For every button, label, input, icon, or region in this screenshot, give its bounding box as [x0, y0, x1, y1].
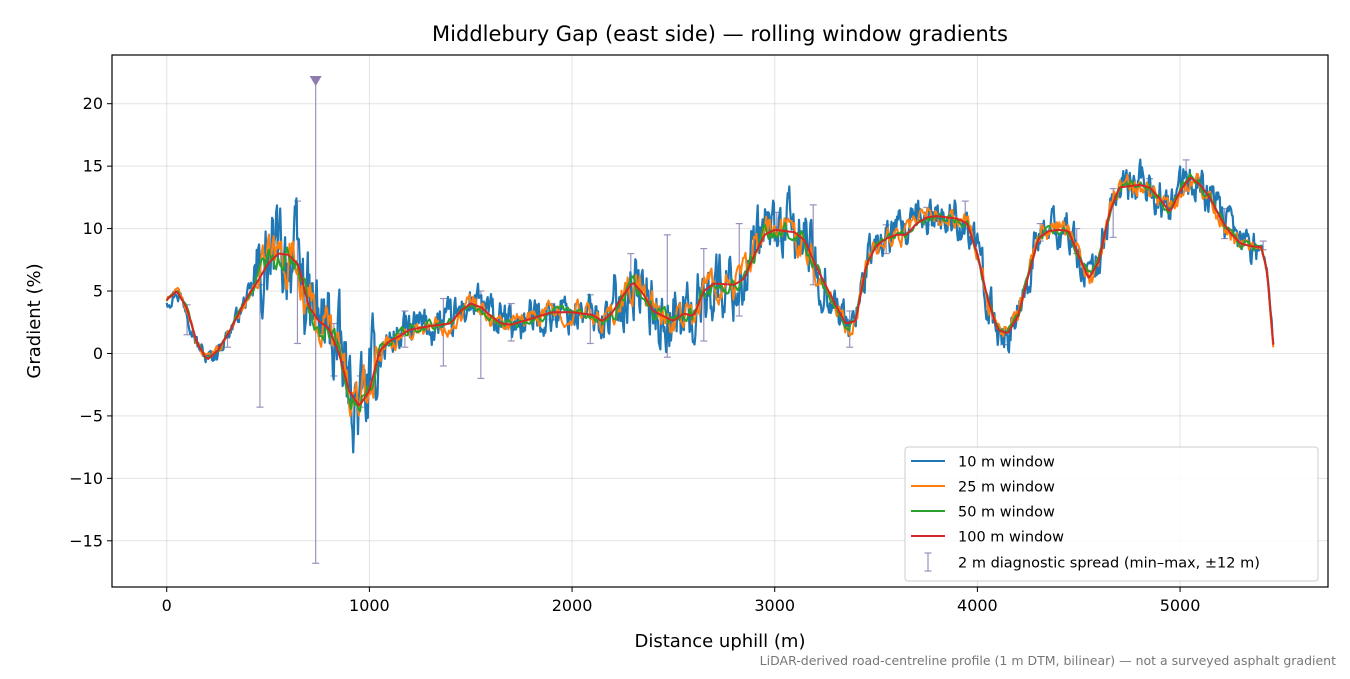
legend: 10 m window 25 m window 50 m window 100 …	[904, 446, 1319, 582]
footnote: LiDAR-derived road-centreline profile (1…	[760, 653, 1336, 668]
x-tick-label: 0	[162, 596, 172, 615]
y-tick-label: 15	[83, 157, 103, 176]
series-lines	[165, 158, 1275, 454]
y-tick-label: −15	[69, 531, 103, 550]
y-tick-label: 10	[83, 219, 103, 238]
x-tick-label: 1000	[349, 596, 390, 615]
legend-box	[904, 446, 1319, 582]
y-tick-label: −10	[69, 469, 103, 488]
y-tick-label: −5	[79, 406, 103, 425]
x-tick-label: 5000	[1160, 596, 1201, 615]
outlier-marker	[309, 75, 322, 86]
legend-label-25m: 25 m window	[958, 480, 1055, 496]
legend-swatch-errorbar	[924, 552, 932, 572]
y-axis-label: Gradient (%)	[24, 263, 45, 378]
legend-label-50m: 50 m window	[958, 505, 1055, 521]
legend-label-10m: 10 m window	[958, 455, 1055, 471]
axis-ticks: 0 1000 2000 3000 4000 5000 −15 −10 −5 0 5 10 15 20	[69, 94, 1200, 615]
x-axis-label: Distance uphill (m)	[635, 631, 806, 652]
y-tick-label: 20	[83, 94, 103, 113]
y-tick-label: 5	[93, 282, 103, 301]
legend-label-errorbar: 2 m diagnostic spread (min–max, ±12 m)	[958, 556, 1260, 572]
plot-frame	[111, 54, 1329, 588]
series-line-50-m-window	[165, 172, 1274, 413]
x-tick-label: 2000	[552, 596, 593, 615]
x-tick-label: 3000	[754, 596, 795, 615]
series-line-100-m-window	[166, 176, 1275, 407]
chart-title: Middlebury Gap (east side) — rolling win…	[432, 22, 1008, 46]
y-tick-label: 0	[93, 344, 103, 363]
legend-label-100m: 100 m window	[958, 530, 1064, 546]
x-tick-label: 4000	[957, 596, 998, 615]
